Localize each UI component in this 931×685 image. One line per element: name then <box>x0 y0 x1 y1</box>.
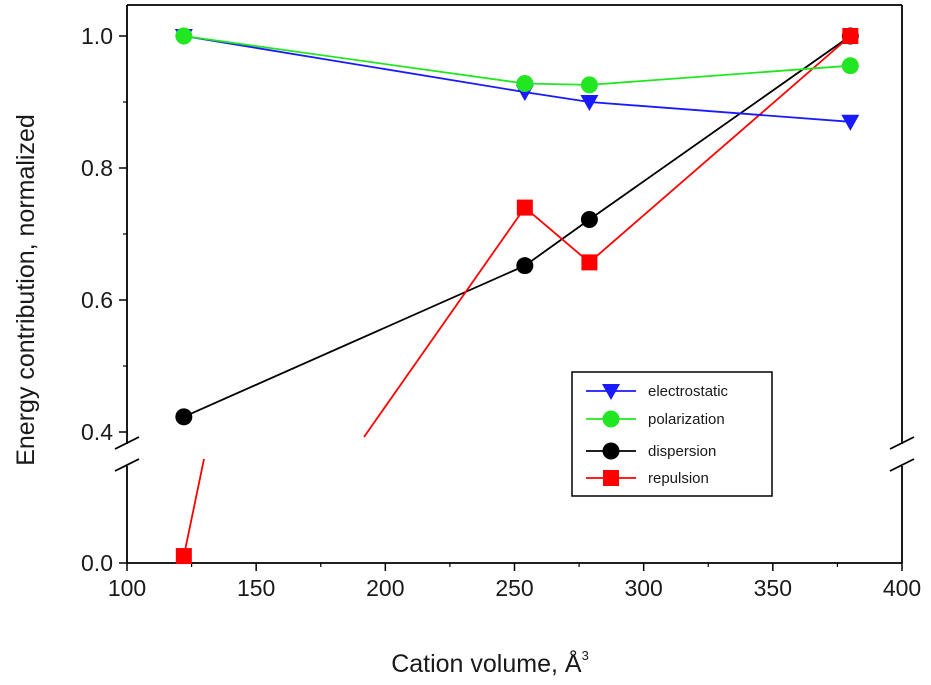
x-tick-label: 350 <box>754 575 792 601</box>
legend-item-polarization: polarization <box>586 410 725 428</box>
series-repulsion <box>175 28 859 565</box>
legend-marker-repulsion <box>603 470 619 486</box>
axis-break-mark <box>114 458 140 472</box>
y-axis-label: Energy contribution, normalized <box>12 114 40 466</box>
series-line-repulsion-lower <box>182 458 205 557</box>
legend-marker-electrostatic <box>602 384 620 400</box>
series-polarization <box>175 27 859 94</box>
x-tick-label: 150 <box>237 575 275 601</box>
y-tick-label: 0.8 <box>81 155 113 181</box>
x-tick-label: 200 <box>366 575 404 601</box>
legend-marker-polarization <box>602 410 620 428</box>
x-tick-label: 250 <box>495 575 533 601</box>
x-axis-label-superscript: 3 <box>582 648 589 663</box>
y-tick-label: 1.0 <box>81 23 113 49</box>
legend-item-electrostatic: electrostatic <box>586 383 729 400</box>
x-axis-label: Cation volume, Å3 <box>391 648 589 678</box>
data-point-dispersion <box>175 408 193 426</box>
legend: electrostatic polarization dispersion repul… <box>571 371 773 497</box>
axis-break-mark <box>114 436 140 450</box>
series-electrostatic <box>174 29 860 131</box>
y-tick-label: 0.0 <box>81 550 113 576</box>
x-tick-label: 400 <box>883 575 921 601</box>
legend-item-dispersion: dispersion <box>586 442 716 460</box>
axis-break-mark <box>889 458 915 472</box>
x-axis-ticks: 100 150 200 250 300 350 400 <box>108 563 921 601</box>
data-point-electrostatic <box>580 95 599 111</box>
data-point-repulsion <box>516 199 533 216</box>
data-point-repulsion <box>842 28 859 44</box>
legend-label: electrostatic <box>648 383 729 400</box>
data-point-polarization <box>516 75 534 93</box>
x-tick-label: 300 <box>624 575 662 601</box>
legend-item-repulsion: repulsion <box>586 470 709 487</box>
series-line-repulsion-upper <box>363 207 526 438</box>
series-line-electrostatic <box>183 35 851 123</box>
data-point-polarization <box>841 57 859 75</box>
legend-label: dispersion <box>648 443 716 460</box>
series-line-dispersion <box>183 35 851 418</box>
data-point-dispersion <box>516 257 534 275</box>
series-layer <box>174 27 860 565</box>
legend-marker-dispersion <box>602 442 620 460</box>
data-point-repulsion <box>581 254 598 271</box>
data-point-electrostatic <box>841 114 860 131</box>
legend-label: repulsion <box>648 470 709 487</box>
y-tick-label: 0.6 <box>81 287 113 313</box>
plot-frame <box>114 4 915 564</box>
legend-label: polarization <box>648 411 725 428</box>
data-point-dispersion <box>580 210 598 228</box>
data-point-repulsion <box>175 548 192 565</box>
data-point-polarization <box>175 27 193 45</box>
axis-break-mark <box>889 436 915 450</box>
y-tick-label: 0.4 <box>81 419 113 445</box>
data-point-polarization <box>580 76 598 94</box>
y-axis-ticks: 0.0 0.4 0.6 0.8 1.0 <box>81 23 127 576</box>
x-tick-label: 100 <box>108 575 146 601</box>
series-line-polarization <box>183 35 851 86</box>
